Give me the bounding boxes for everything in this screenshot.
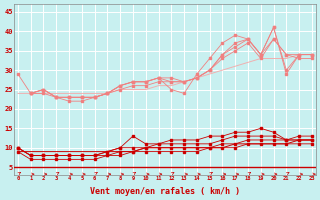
X-axis label: Vent moyen/en rafales ( km/h ): Vent moyen/en rafales ( km/h ) (90, 187, 240, 196)
